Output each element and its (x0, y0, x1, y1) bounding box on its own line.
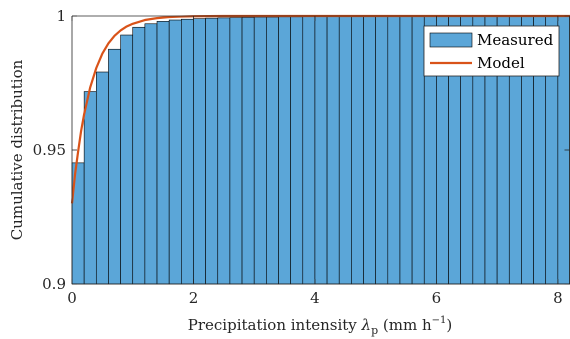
measured-bar (338, 16, 352, 285)
measured-bar (375, 15, 389, 285)
x-axis-label: Precipitation intensity λp (mm h−1) (188, 315, 452, 337)
measured-bar (411, 15, 425, 285)
legend: Measured Model (423, 25, 560, 77)
measured-bar (156, 21, 170, 285)
x-tick-label: 0 (67, 289, 77, 307)
measured-bar (253, 16, 267, 285)
legend-measured-label: Measured (477, 31, 554, 49)
measured-bar (217, 17, 231, 285)
x-tick-label: 8 (553, 289, 563, 307)
measured-bar (399, 15, 413, 285)
measured-bar (363, 16, 376, 285)
x-tick-label: 4 (310, 289, 320, 307)
measured-bar (229, 17, 243, 285)
measured-bar (108, 48, 121, 285)
measured-bar (168, 19, 182, 285)
measured-bar (120, 34, 134, 285)
measured-bar (266, 16, 279, 285)
measured-bar (132, 26, 146, 285)
measured-bar (314, 16, 328, 285)
x-tick-label: 2 (189, 289, 199, 307)
y-tick-label: 0.9 (42, 275, 66, 293)
measured-bar (387, 15, 401, 285)
measured-bar (278, 16, 291, 285)
measured-bar (302, 16, 316, 285)
measured-bar (144, 23, 158, 285)
measured-bar (351, 16, 364, 285)
measured-bar (95, 71, 109, 285)
measured-bar (181, 18, 194, 285)
y-tick-label: 1 (56, 7, 66, 25)
y-axis-label: Cumulative distribution (8, 59, 26, 240)
measured-bars (71, 15, 570, 285)
y-tick-label: 0.95 (33, 141, 66, 159)
measured-bar (83, 91, 97, 285)
measured-bar (326, 16, 340, 285)
measured-bar (290, 16, 304, 285)
measured-bar (205, 17, 219, 285)
y-axis-ticks: 0.9 0.95 1 (33, 7, 570, 293)
x-tick-label: 6 (432, 289, 442, 307)
measured-bar (193, 18, 206, 285)
legend-measured-swatch (429, 32, 473, 48)
measured-bar (241, 17, 255, 285)
x-axis-ticks: 0 2 4 6 8 (67, 16, 563, 307)
legend-model-label: Model (477, 54, 525, 72)
